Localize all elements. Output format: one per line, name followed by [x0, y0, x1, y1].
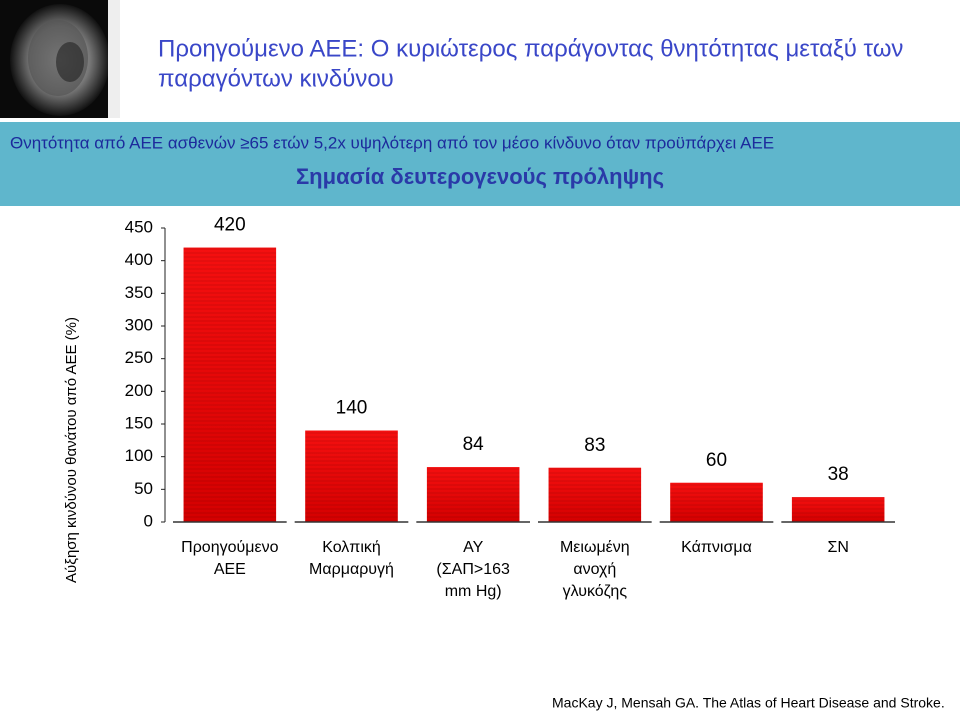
value-label: 140 [336, 398, 368, 419]
y-tick-label: 400 [125, 250, 153, 269]
value-label: 38 [828, 464, 849, 485]
x-tick-label: γλυκόζης [563, 583, 628, 600]
bar-stripes [548, 467, 642, 522]
y-tick-label: 300 [125, 315, 153, 334]
value-label: 60 [706, 450, 727, 471]
y-tick-label: 450 [125, 217, 153, 236]
bar-stripes [305, 430, 398, 522]
x-tick-label: Μειωμένη [560, 539, 630, 556]
bar-stripes [183, 247, 277, 522]
x-tick-label: Μαρμαρυγή [309, 561, 394, 578]
value-label: 83 [584, 435, 605, 456]
value-label: 84 [463, 434, 485, 455]
banner [0, 122, 960, 206]
x-tick-label: mm Hg) [445, 583, 502, 600]
source: MacKay J, Mensah GA. The Atlas of Heart … [552, 695, 945, 711]
slide-title: Προηγούμενο ΑΕΕ: Ο κυριώτερος παράγοντας… [158, 35, 903, 62]
brain-image [0, 0, 120, 118]
y-tick-label: 200 [125, 381, 153, 400]
y-tick-label: 0 [144, 511, 153, 530]
bar-stripes [426, 467, 520, 522]
y-tick-label: 250 [125, 348, 153, 367]
x-tick-label: ανοχή [573, 561, 616, 578]
bar-stripes [791, 497, 885, 522]
x-tick-label: (ΣΑΠ>163 [436, 561, 510, 578]
banner-emphasis: Σημασία δευτερογενούς πρόληψης [296, 164, 664, 189]
x-tick-label: Προηγούμενο [181, 539, 278, 556]
y-tick-label: 100 [125, 446, 153, 465]
x-tick-label: ΑΥ [463, 539, 483, 556]
y-tick-label: 150 [125, 413, 153, 432]
banner-text: Θνητότητα από ΑΕΕ ασθενών ≥65 ετών 5,2x … [10, 133, 774, 152]
slide-title-continued: παραγόντων κινδύνου [158, 65, 394, 92]
value-label: 420 [214, 215, 246, 236]
y-axis-label: Αύξηση κινδύνου θανάτου από ΑΕΕ (%) [63, 317, 80, 583]
x-tick-label: Κάπνισμα [681, 539, 752, 556]
y-tick-label: 50 [134, 479, 153, 498]
bar-stripes [670, 482, 763, 522]
x-tick-label: ΣΝ [827, 539, 848, 556]
x-tick-label: ΑΕΕ [214, 561, 246, 578]
y-tick-label: 350 [125, 283, 153, 302]
x-tick-label: Κολπική [322, 539, 381, 556]
